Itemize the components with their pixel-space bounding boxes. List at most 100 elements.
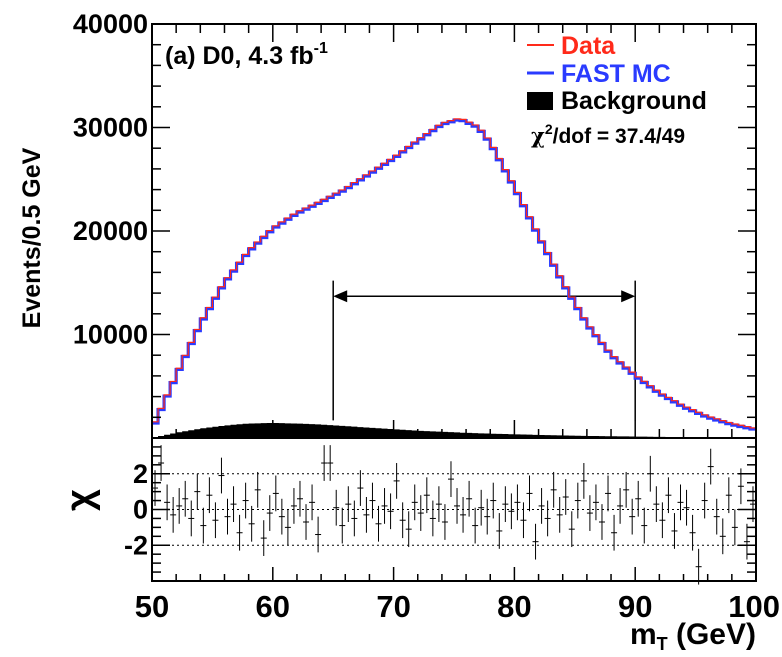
chi-point (284, 509, 291, 546)
chi-point (248, 505, 255, 542)
chi-point (321, 445, 328, 481)
chi-point (296, 480, 303, 517)
chi-point (393, 463, 400, 499)
chi-point (164, 484, 171, 521)
fit-range-arrowhead-right (621, 290, 636, 303)
chi-point (242, 482, 249, 519)
chi-point (182, 480, 189, 517)
legend: Data FAST MC Background (527, 32, 707, 115)
background-histogram (152, 423, 756, 438)
chi-point (725, 477, 732, 514)
chi-point (417, 495, 424, 531)
chi-point (357, 470, 364, 506)
fit-range-bracket (332, 280, 636, 421)
chi-point (568, 511, 575, 548)
background-area (152, 423, 756, 438)
mc-step-line (152, 118, 756, 431)
legend-background-label: Background (561, 87, 707, 115)
top-y-tick-labels: 10000 20000 30000 40000 (73, 9, 148, 350)
bottom-y-axis-label: χ (59, 489, 101, 511)
bottom-y-tick-label: -2 (124, 530, 148, 560)
chi-point (460, 496, 467, 533)
chi-point (369, 482, 376, 519)
chi-point (683, 489, 690, 526)
bottom-y-tick-label: 2 (133, 459, 148, 489)
chi-point (743, 523, 750, 560)
chi-point (375, 505, 382, 542)
chi-point (333, 489, 340, 526)
top-y-tick-label: 10000 (73, 320, 148, 350)
chi-point (345, 486, 352, 523)
chi-point (399, 502, 406, 539)
data-step-line (152, 118, 756, 429)
chi-point (592, 484, 599, 521)
top-panel: 10000 20000 30000 40000 Events/0.5 GeV (a) … (18, 9, 757, 439)
chi-point (653, 486, 660, 523)
chi-point (230, 486, 237, 523)
chi-point (290, 488, 297, 524)
chi-point (635, 480, 642, 517)
chi-point (526, 475, 533, 512)
chi-point (435, 486, 442, 523)
chi-point (411, 484, 418, 521)
x-tick-label: 70 (376, 589, 410, 624)
chi-point (598, 504, 605, 540)
bottom-panel: -2 0 2 50 60 70 80 90 100 χ mT (GeV) (59, 437, 780, 654)
chi-point (496, 513, 503, 549)
chi-point (484, 498, 491, 535)
chi-point (254, 471, 261, 508)
chi-point (544, 500, 551, 537)
chi-point (502, 486, 509, 523)
chi-point (629, 498, 636, 535)
chi-point (586, 495, 593, 531)
panel-annotation: (a) D0, 4.3 fb-1 (165, 40, 328, 70)
chi-point (508, 493, 515, 530)
chi-point (665, 477, 672, 514)
fit-range-arrowhead-left (333, 290, 348, 303)
top-y-axis-label: Events/0.5 GeV (18, 147, 46, 328)
legend-mc-label: FAST MC (561, 60, 671, 88)
data-histogram (152, 118, 756, 429)
chi-point (315, 516, 322, 553)
chi-point (260, 520, 267, 556)
chi-point (327, 445, 334, 481)
chi-point (647, 455, 654, 492)
chi-point (224, 498, 231, 535)
top-y-tick-label: 20000 (73, 216, 148, 246)
bottom-y-tick-labels: -2 0 2 (124, 459, 148, 561)
chi-point (719, 518, 726, 555)
chi-point (713, 498, 720, 535)
bottom-panel-ticks (151, 437, 757, 582)
x-tick-label: 100 (728, 589, 780, 624)
chi-point (158, 445, 165, 481)
chi-point (490, 482, 497, 519)
bottom-y-tick-label: 0 (133, 495, 148, 525)
chi-point (194, 473, 201, 510)
chi-point (707, 448, 714, 485)
chi-point (170, 496, 177, 533)
chi2-annotation: χ2/dof = 37.4/49 (531, 121, 685, 148)
chi-point (623, 471, 630, 508)
x-tick-labels: 50 60 70 80 90 100 (135, 589, 780, 624)
chi-point (351, 500, 358, 537)
chi-point (429, 500, 436, 537)
chi-point (363, 496, 370, 533)
chi-point (562, 479, 569, 515)
chi-point (472, 507, 479, 544)
chi-point (689, 514, 696, 551)
chi-point (466, 480, 473, 517)
chi-points (152, 445, 756, 585)
chi-point (218, 457, 225, 494)
chi-point (556, 496, 563, 533)
chi-point (200, 507, 207, 544)
chi-point (671, 513, 678, 549)
chi-point (423, 477, 430, 514)
bottom-reference-lines (152, 473, 756, 546)
chi-point (514, 484, 521, 521)
chi-point (278, 498, 285, 535)
chi-point (236, 514, 243, 551)
chi-point (309, 484, 316, 521)
x-tick-label: 90 (618, 589, 652, 624)
chi-point (701, 482, 708, 519)
